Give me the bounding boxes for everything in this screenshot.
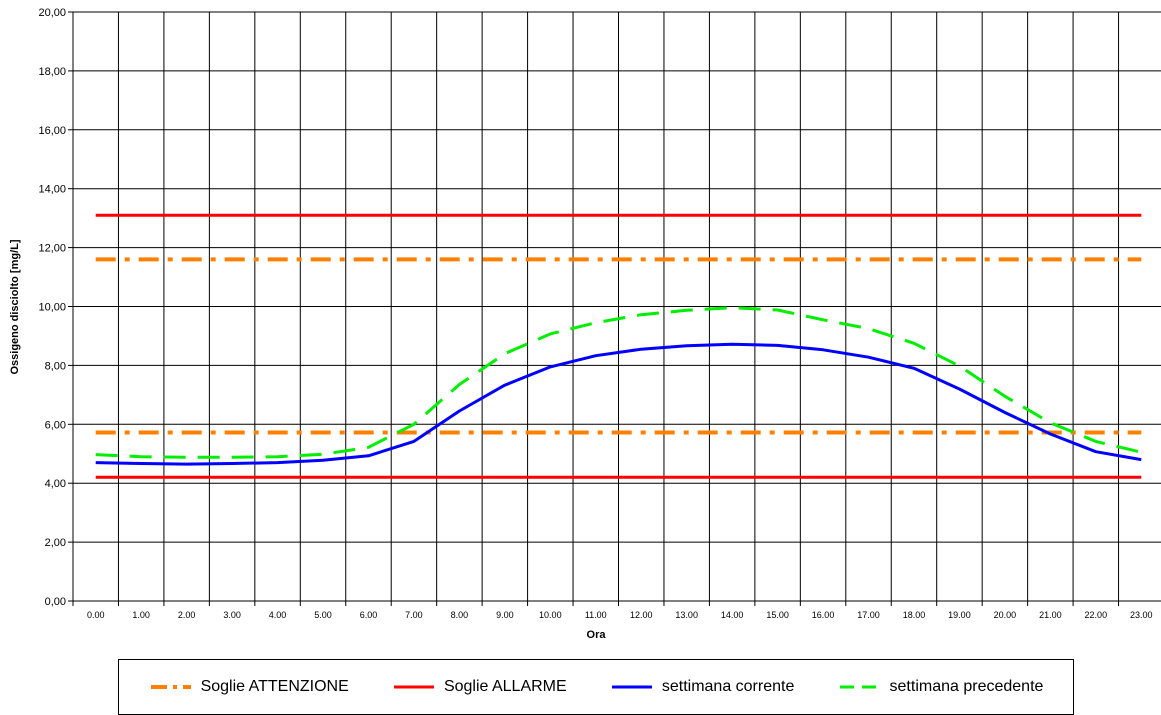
grid-lines bbox=[68, 11, 1161, 606]
legend-swatch-corrente bbox=[611, 685, 652, 689]
x-tick-label: 5.00 bbox=[314, 610, 332, 620]
y-tick-label: 6,00 bbox=[45, 419, 66, 431]
legend-label-allarme: Soglie ALLARME bbox=[443, 678, 567, 695]
series-group bbox=[95, 213, 1142, 479]
legend-item-attenzione: Soglie ATTENZIONE bbox=[149, 678, 349, 696]
x-tick-label: 0.00 bbox=[87, 610, 105, 620]
x-tick-label: 15.00 bbox=[766, 610, 789, 620]
x-tick-label: 8.00 bbox=[451, 610, 469, 620]
legend-item-precedente: settimana precedente bbox=[838, 678, 1044, 696]
x-tick-labels: 0.00 1.00 2.00 3.00 4.00 5.00 6.00 7.00 8.00 9.00… bbox=[87, 610, 1153, 620]
y-tick-label: 2,00 bbox=[45, 537, 66, 549]
x-tick-label: 17.00 bbox=[857, 610, 880, 620]
x-tick-label: 3.00 bbox=[223, 610, 241, 620]
y-tick-label: 0,00 bbox=[45, 596, 66, 608]
legend-label-corrente: settimana corrente bbox=[661, 678, 795, 695]
x-tick-label: 19.00 bbox=[948, 610, 971, 620]
x-tick-label: 23.00 bbox=[1130, 610, 1153, 620]
y-tick-label: 12,00 bbox=[38, 243, 66, 255]
legend-item-allarme: Soglie ALLARME bbox=[392, 678, 567, 696]
line-chart: 0,00 2,00 4,00 6,00 8,00 10,00 12,00 14,00 16,00… bbox=[9, 7, 1161, 641]
x-tick-label: 14.00 bbox=[721, 610, 744, 620]
x-tick-label: 1.00 bbox=[132, 610, 150, 620]
y-tick-labels: 0,00 2,00 4,00 6,00 8,00 10,00 12,00 14,00 16,00… bbox=[38, 7, 66, 608]
x-tick-label: 6.00 bbox=[360, 610, 378, 620]
series-line-settimana-corrente bbox=[95, 342, 1142, 466]
x-tick-label: 21.00 bbox=[1039, 610, 1062, 620]
y-tick-label: 10,00 bbox=[38, 302, 66, 314]
y-tick-label: 4,00 bbox=[45, 478, 66, 490]
x-tick-label: 9.00 bbox=[496, 610, 514, 620]
x-tick-label: 11.00 bbox=[585, 610, 607, 620]
x-tick-label: 13.00 bbox=[675, 610, 698, 620]
series-line-settimana-precedente bbox=[95, 306, 1142, 459]
x-tick-label: 2.00 bbox=[178, 610, 196, 620]
x-axis-title: Ora bbox=[587, 629, 607, 641]
legend-label-attenzione: Soglie ATTENZIONE bbox=[200, 678, 349, 695]
x-tick-label: 7.00 bbox=[405, 610, 423, 620]
x-tick-label: 20.00 bbox=[994, 610, 1017, 620]
x-tick-label: 18.00 bbox=[903, 610, 926, 620]
x-tick-label: 16.00 bbox=[812, 610, 835, 620]
x-tick-label: 12.00 bbox=[630, 610, 653, 620]
y-tick-label: 8,00 bbox=[45, 360, 66, 372]
legend-swatch-attenzione bbox=[150, 685, 191, 689]
y-tick-label: 16,00 bbox=[38, 125, 66, 137]
x-tick-label: 10.00 bbox=[539, 610, 562, 620]
legend-item-corrente: settimana corrente bbox=[610, 678, 795, 696]
legend-label-precedente: settimana precedente bbox=[889, 678, 1044, 695]
chart-legend: Soglie ATTENZIONE Soglie ALLARME settima… bbox=[118, 659, 1074, 715]
y-axis-title: Ossigeno disciolto [mg/L] bbox=[9, 239, 21, 374]
legend-swatch-allarme bbox=[393, 685, 434, 689]
plot-frame bbox=[72, 11, 1161, 602]
x-tick-label: 22.00 bbox=[1085, 610, 1108, 620]
y-tick-label: 20,00 bbox=[38, 7, 66, 19]
x-tick-label: 4.00 bbox=[269, 610, 287, 620]
legend-swatch-precedente bbox=[839, 685, 880, 689]
y-tick-label: 18,00 bbox=[38, 66, 66, 78]
y-tick-label: 14,00 bbox=[38, 184, 66, 196]
